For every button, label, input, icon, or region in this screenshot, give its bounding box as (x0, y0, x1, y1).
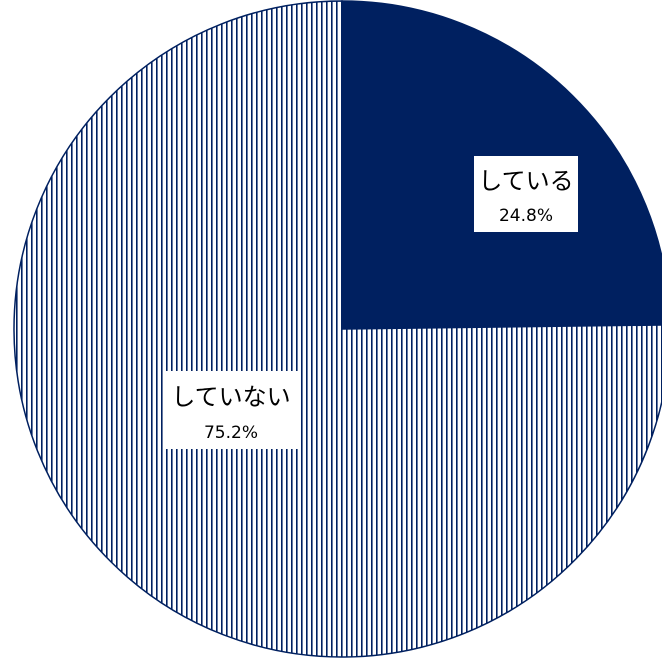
label-box-shiteiru (474, 156, 578, 232)
pie-slices (13, 0, 662, 658)
pie-labels: している 24.8% していない 75.2% (163, 156, 578, 449)
pie-slice-shiteinai (13, 0, 662, 658)
slice-name-shiteinai: していない (171, 383, 290, 411)
label-box-shiteinai (163, 371, 299, 449)
slice-value-shiteinai: 75.2% (204, 423, 258, 443)
slice-name-shiteiru: している (478, 167, 573, 195)
slice-label-shiteinai: していない 75.2% (163, 371, 299, 449)
slice-label-shiteiru: している 24.8% (474, 156, 578, 232)
slice-value-shiteiru: 24.8% (499, 206, 553, 226)
